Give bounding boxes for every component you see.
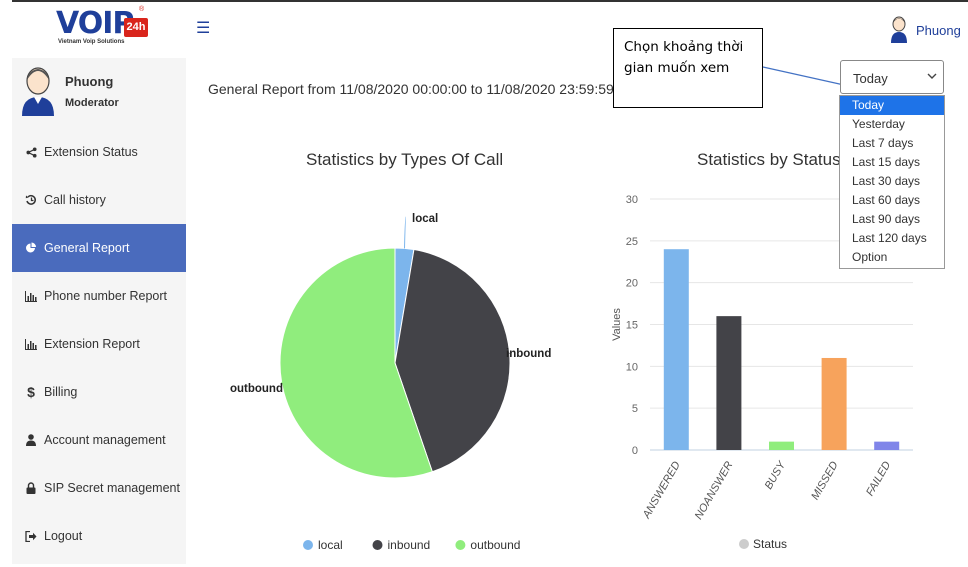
y-tick-label: 0 — [632, 445, 638, 457]
logo-number: 24h — [124, 18, 148, 37]
time-option-last-7-days[interactable]: Last 7 days — [852, 136, 914, 150]
sidebar-item-sip-secret-management[interactable]: SIP Secret management — [12, 464, 186, 512]
hamburger-icon[interactable]: ☰ — [196, 20, 211, 37]
legend-marker-outbound[interactable] — [455, 540, 466, 550]
bar-chart-icon — [24, 338, 38, 350]
history-icon — [24, 194, 38, 206]
x-tick-label: NOANSWER — [693, 459, 736, 521]
profile-name: Phuong — [65, 74, 114, 89]
annotation-callout: Chọn khoảng thời gian muốn xem — [613, 28, 763, 108]
sidebar-item-call-history[interactable]: Call history — [12, 176, 186, 224]
time-range-selected: Today — [853, 71, 888, 86]
bar-chart: 0 5 10 15 20 25 30 Values ANSWERED NOANSWER BUSY MI… — [611, 194, 913, 551]
pie-label-outbound: outbound — [230, 383, 283, 395]
header-user-menu[interactable]: Phuong — [890, 16, 961, 44]
bar-busy[interactable] — [769, 441, 794, 450]
legend-marker-local[interactable] — [303, 540, 313, 550]
user-icon — [24, 434, 38, 446]
y-tick-label: 20 — [626, 278, 638, 290]
pie-chart-title: Statistics by Types Of Call — [306, 150, 504, 169]
y-tick-label: 15 — [626, 320, 638, 332]
logo-registered: ® — [139, 6, 145, 13]
sidebar-item-label: SIP Secret management — [44, 481, 180, 495]
legend-label-status[interactable]: Status — [753, 537, 787, 551]
y-tick-label: 5 — [632, 403, 638, 415]
report-title: General Report from 11/08/2020 00:00:00 … — [208, 81, 614, 97]
y-tick-label: 10 — [626, 361, 638, 373]
time-option-last-15-days[interactable]: Last 15 days — [852, 155, 921, 169]
legend-label-outbound[interactable]: outbound — [470, 538, 520, 552]
bar-chart-icon — [24, 290, 38, 302]
sidebar-item-label: Call history — [44, 193, 106, 207]
sidebar-profile: Phuong Moderator — [12, 58, 186, 122]
sidebar-item-billing[interactable]: $ Billing — [12, 368, 186, 416]
brand-logo[interactable]: VOIP 24h ® Vietnam Voip Solutions — [56, 6, 156, 48]
bar-failed[interactable] — [874, 441, 900, 450]
sidebar-item-extension-report[interactable]: Extension Report — [12, 320, 186, 368]
sidebar-item-label: Extension Report — [44, 337, 140, 351]
time-option-yesterday[interactable]: Yesterday — [852, 117, 905, 131]
legend-label-inbound[interactable]: inbound — [388, 538, 431, 552]
time-option-option[interactable]: Option — [852, 250, 888, 264]
time-option-last-120-days[interactable]: Last 120 days — [852, 231, 927, 245]
sidebar-item-label: Account management — [44, 433, 166, 447]
legend-marker-inbound[interactable] — [372, 540, 383, 550]
lock-icon — [24, 482, 38, 494]
chevron-down-icon — [927, 73, 937, 79]
sidebar-item-label: Billing — [44, 385, 78, 399]
time-option-last-60-days[interactable]: Last 60 days — [852, 193, 921, 207]
logout-icon — [24, 530, 38, 542]
x-tick-label: MISSED — [809, 459, 841, 502]
sidebar-item-phone-number-report[interactable]: Phone number Report — [12, 272, 186, 320]
time-option-today[interactable]: Today — [840, 96, 944, 115]
callout-connector — [762, 66, 845, 86]
sidebar-item-account-management[interactable]: Account management — [12, 416, 186, 464]
profile-role: Moderator — [65, 97, 119, 109]
pie-label-local: local — [412, 213, 438, 225]
header-user-name: Phuong — [916, 22, 961, 38]
pie-label-inbound: inbound — [506, 348, 551, 360]
time-range-options: Today Yesterday Last 7 days Last 15 days… — [839, 95, 945, 269]
pie-chart-icon — [24, 242, 38, 254]
sidebar-item-extension-status[interactable]: Extension Status — [12, 128, 186, 176]
bar-noanswer[interactable] — [716, 316, 742, 450]
x-tick-label: FAILED — [864, 459, 893, 498]
logo-subtitle: Vietnam Voip Solutions — [58, 39, 125, 45]
legend-label-local[interactable]: local — [318, 538, 343, 552]
time-option-last-30-days[interactable]: Last 30 days — [852, 174, 921, 188]
logo-text: VOIP — [56, 6, 134, 41]
time-option-last-90-days[interactable]: Last 90 days — [852, 212, 921, 226]
bar-missed[interactable] — [821, 357, 847, 450]
sidebar: Phuong Moderator Extension Status Call h… — [12, 58, 186, 564]
bar-chart-title: Statistics by Status — [697, 150, 841, 169]
dollar-icon: $ — [27, 384, 35, 400]
share-icon — [24, 146, 38, 158]
bar-answered[interactable] — [663, 249, 689, 450]
pie-chart: local inbound outbound local inbound outbound — [230, 213, 551, 552]
sidebar-item-logout[interactable]: Logout — [12, 512, 186, 560]
x-tick-label: BUSY — [763, 459, 789, 492]
sidebar-item-label: General Report — [44, 241, 130, 255]
y-tick-label: 30 — [626, 194, 638, 206]
y-tick-label: 25 — [626, 236, 638, 248]
x-tick-label: ANSWERED — [640, 459, 683, 521]
sidebar-item-label: Phone number Report — [44, 289, 167, 303]
pie-connector-outbound — [281, 381, 288, 389]
legend-marker-status[interactable] — [739, 539, 749, 549]
profile-avatar-icon — [22, 67, 54, 116]
user-avatar-icon — [891, 16, 907, 43]
y-axis-title: Values — [611, 308, 623, 341]
pie-connector-local — [403, 216, 407, 249]
top-border — [12, 0, 968, 2]
pie-connector-inbound — [501, 351, 510, 354]
sidebar-item-label: Extension Status — [44, 145, 138, 159]
time-range-select[interactable]: Today — [840, 60, 944, 94]
sidebar-item-label: Logout — [44, 529, 83, 543]
sidebar-item-general-report[interactable]: General Report — [12, 224, 186, 272]
